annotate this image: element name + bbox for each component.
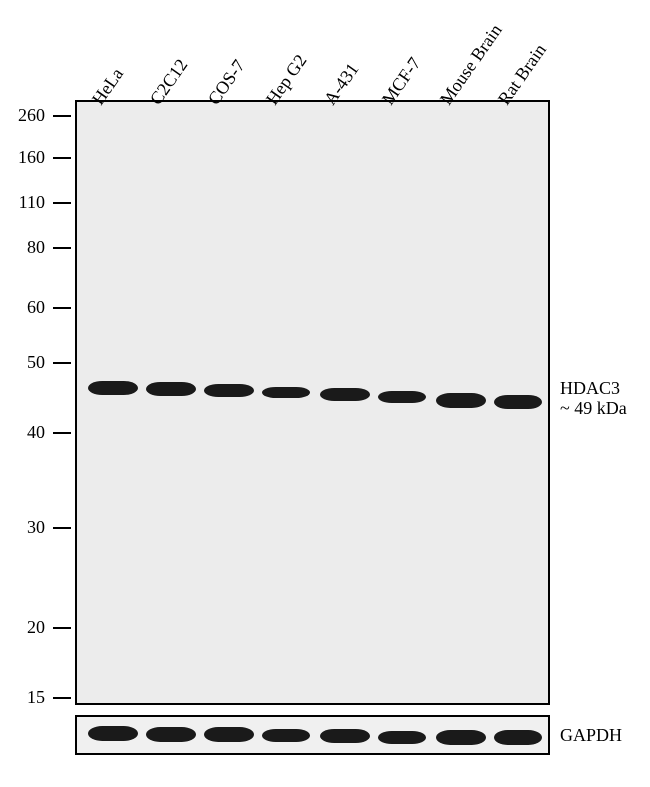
mw-marker-tick <box>53 115 71 117</box>
hdac3-band <box>494 395 542 409</box>
mw-marker-tick <box>53 157 71 159</box>
gapdh-band <box>204 727 254 742</box>
mw-marker-tick <box>53 247 71 249</box>
mw-marker-tick <box>53 697 71 699</box>
hdac3-band <box>204 384 254 397</box>
target-protein-mw: ~ 49 kDa <box>560 398 627 419</box>
mw-marker-tick <box>53 432 71 434</box>
gapdh-band <box>494 730 542 745</box>
hdac3-band <box>146 382 196 396</box>
mw-marker-label: 15 <box>10 687 45 708</box>
mw-marker-label: 40 <box>10 422 45 443</box>
lane-label: Rat Brain <box>494 40 551 109</box>
gapdh-band <box>320 729 370 743</box>
mw-marker-label: 260 <box>10 105 45 126</box>
mw-marker-tick <box>53 307 71 309</box>
mw-marker-label: 80 <box>10 237 45 258</box>
target-protein-label: HDAC3 <box>560 378 620 399</box>
mw-marker-tick <box>53 202 71 204</box>
mw-marker-label: 160 <box>10 147 45 168</box>
mw-marker-tick <box>53 527 71 529</box>
hdac3-band <box>320 388 370 401</box>
mw-marker-label: 30 <box>10 517 45 538</box>
gapdh-band <box>436 730 486 745</box>
mw-marker-label: 60 <box>10 297 45 318</box>
gapdh-band <box>88 726 138 741</box>
mw-marker-label: 50 <box>10 352 45 373</box>
hdac3-band <box>262 387 310 398</box>
mw-marker-tick <box>53 362 71 364</box>
gapdh-band <box>262 729 310 742</box>
loading-control-label: GAPDH <box>560 725 622 746</box>
gapdh-band <box>378 731 426 744</box>
hdac3-band <box>436 393 486 408</box>
gapdh-band <box>146 727 196 742</box>
mw-marker-tick <box>53 627 71 629</box>
mw-marker-label: 20 <box>10 617 45 638</box>
hdac3-band <box>88 381 138 395</box>
hdac3-band <box>378 391 426 403</box>
western-blot-figure: HeLa C2C12 COS-7 Hep G2 A-431 MCF-7 Mous… <box>0 0 650 787</box>
mw-marker-label: 110 <box>10 192 45 213</box>
